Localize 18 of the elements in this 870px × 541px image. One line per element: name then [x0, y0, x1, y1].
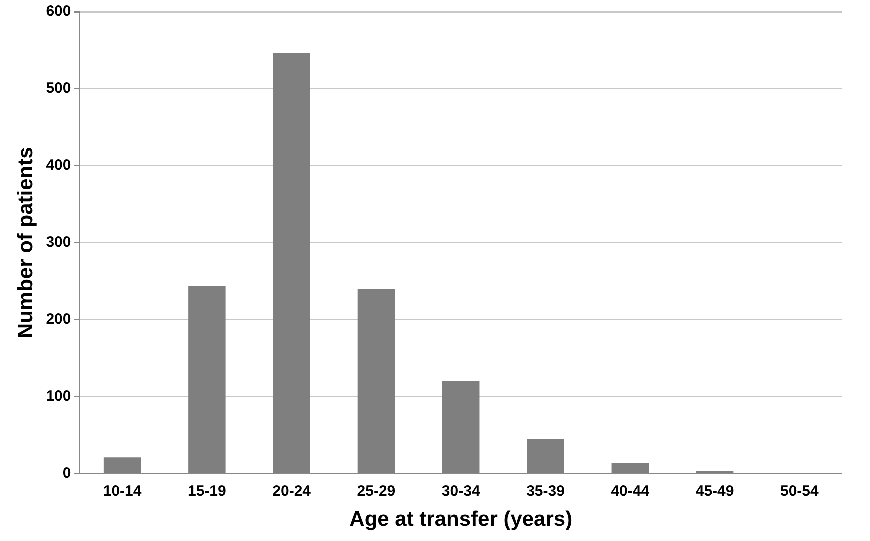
y-axis-title: Number of patients: [14, 147, 38, 339]
y-tick-label: 200: [46, 311, 72, 328]
x-tick-label: 35-39: [526, 482, 565, 500]
x-tick-label: 25-29: [357, 482, 396, 500]
y-tick-label: 100: [46, 388, 72, 405]
x-axis-title: Age at transfer (years): [350, 508, 573, 532]
x-tick-label: 45-49: [696, 482, 734, 500]
x-tick-label: 15-19: [188, 482, 226, 500]
x-tick-label: 30-34: [442, 482, 481, 500]
y-tick-label: 400: [46, 157, 72, 174]
y-tick-label: 300: [46, 234, 72, 252]
x-tick-label: 40-44: [611, 482, 650, 500]
x-tick-label: 20-24: [272, 482, 312, 500]
y-tick-label: 0: [62, 464, 72, 482]
x-tick-label: 50-54: [780, 482, 820, 500]
y-tick-label: 600: [46, 3, 72, 20]
y-tick-label: 500: [46, 80, 72, 98]
x-tick-label: 10-14: [103, 482, 142, 500]
